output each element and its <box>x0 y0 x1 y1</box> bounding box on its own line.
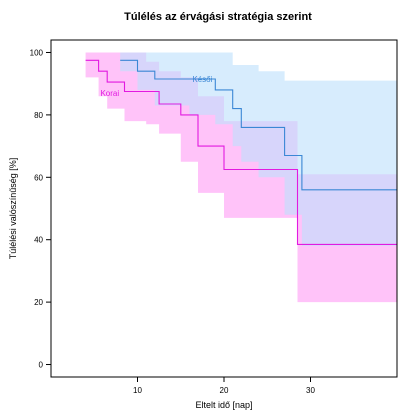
y-axis-label: Túlélési valószínűség [%] <box>8 158 18 260</box>
x-tick-label: 20 <box>220 386 229 395</box>
x-axis-label: Eltelt idő [nap] <box>195 400 252 410</box>
confidence-bands <box>85 52 397 303</box>
survival-line-kesoi <box>120 59 397 191</box>
series-label-korai: Korai <box>100 89 119 98</box>
survival-line-korai <box>85 59 397 245</box>
y-tick-label: 60 <box>34 173 43 182</box>
x-tick-label: 10 <box>133 386 142 395</box>
y-tick-label: 20 <box>34 298 43 307</box>
survival-lines <box>85 59 397 245</box>
series-label-kesoi: Késői <box>192 75 212 84</box>
x-tick-label: 30 <box>306 386 315 395</box>
series-annotations: Korai Késői <box>100 75 212 98</box>
y-tick-label: 0 <box>39 361 44 370</box>
axis-ticks: 0 20 40 60 80 100 10 20 30 <box>30 48 316 395</box>
y-tick-label: 100 <box>30 48 44 57</box>
chart-title: Túlélés az érvágási stratégia szerint <box>124 11 312 23</box>
confidence-band-kesoi <box>120 52 397 246</box>
y-tick-label: 40 <box>34 236 43 245</box>
y-tick-label: 80 <box>34 111 43 120</box>
